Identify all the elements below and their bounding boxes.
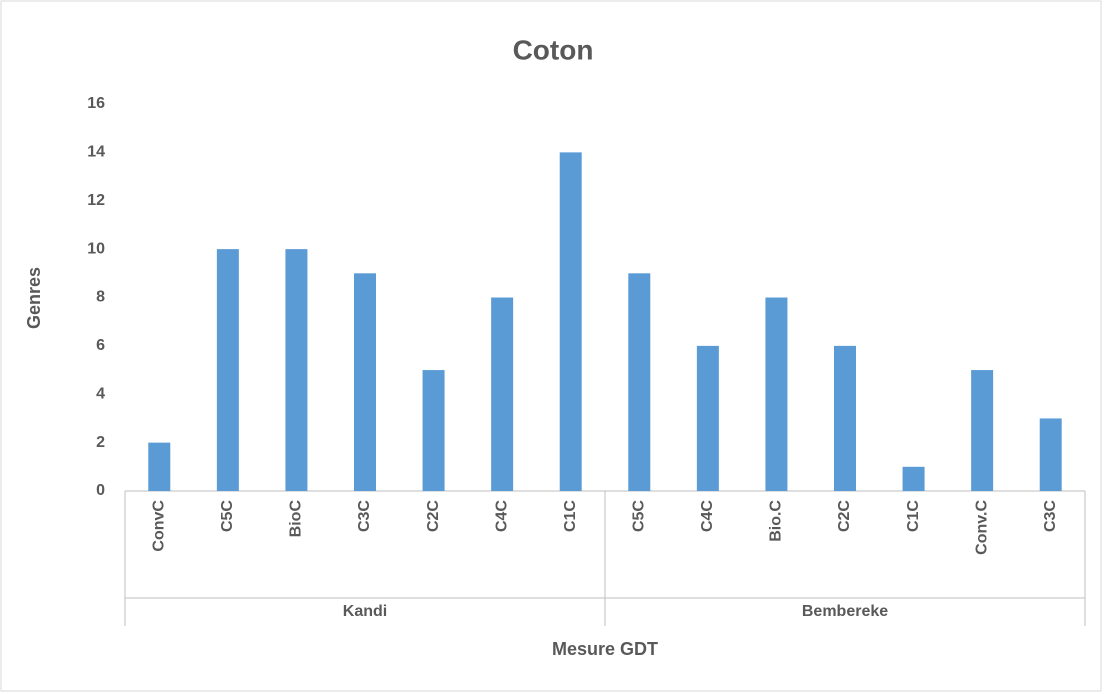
bar <box>559 152 582 491</box>
bar <box>696 345 719 491</box>
x-tick-label: Bio.C <box>768 500 785 542</box>
bar <box>971 370 994 491</box>
bar <box>491 297 514 491</box>
x-axis-title: Mesure GDT <box>552 639 658 659</box>
group-label: Kandi <box>343 603 387 620</box>
y-tick-label: 6 <box>96 337 105 354</box>
bar <box>422 370 445 491</box>
chart-title: Coton <box>513 34 594 65</box>
x-tick-label: C1C <box>562 500 579 532</box>
y-tick-label: 0 <box>96 482 105 499</box>
y-tick-label: 4 <box>96 385 105 402</box>
y-tick-label: 8 <box>96 289 105 306</box>
x-tick-label: C4C <box>699 500 716 532</box>
x-tick-label: C5C <box>219 500 236 532</box>
group-label: Bembereke <box>802 603 888 620</box>
y-tick-label: 2 <box>96 434 105 451</box>
bar <box>216 249 239 491</box>
x-tick-label: C5C <box>631 500 648 532</box>
bar <box>765 297 788 491</box>
x-tick-label: C3C <box>1042 500 1059 532</box>
bar <box>628 273 651 491</box>
bar <box>902 466 925 491</box>
bar <box>834 345 856 491</box>
x-tick-label: BioC <box>288 500 305 538</box>
x-tick-label: C3C <box>356 500 373 532</box>
bar <box>354 273 376 491</box>
x-tick-label: C1C <box>905 500 922 532</box>
y-tick-label: 10 <box>87 240 105 257</box>
x-tick-label: C4C <box>493 500 510 532</box>
x-tick-label: ConvC <box>151 500 168 552</box>
bar <box>1039 418 1062 491</box>
y-axis-title: Genres <box>24 267 44 329</box>
y-tick-label: 16 <box>87 95 105 112</box>
x-tick-label: C2C <box>836 500 853 532</box>
bar <box>148 442 171 491</box>
x-tick-label: Conv.C <box>973 500 990 555</box>
x-tick-label: C2C <box>425 500 442 532</box>
y-tick-label: 14 <box>87 144 105 161</box>
bar <box>285 249 308 491</box>
y-tick-label: 12 <box>87 192 105 209</box>
